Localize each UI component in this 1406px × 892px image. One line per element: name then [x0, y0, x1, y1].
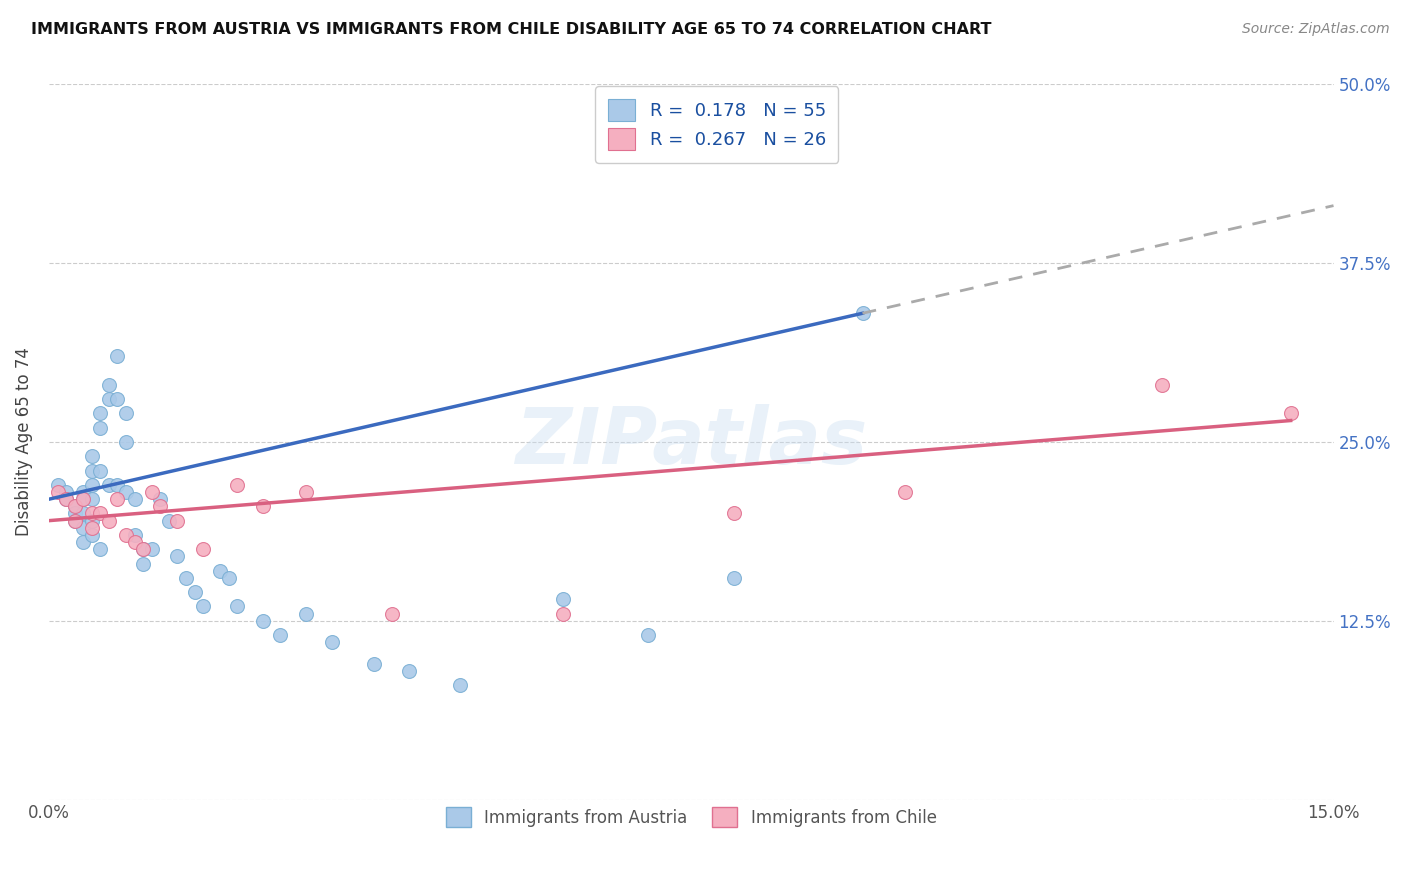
Point: [46, 485, 69, 500]
Point: [89, 420, 111, 434]
Point: [72, 492, 94, 507]
Point: [321, 635, 343, 649]
Point: [166, 549, 188, 564]
Point: [1152, 377, 1174, 392]
Point: [80, 507, 103, 521]
Point: [115, 485, 138, 500]
Point: [209, 564, 232, 578]
Point: [637, 628, 659, 642]
Point: [723, 571, 745, 585]
Point: [191, 542, 214, 557]
Point: [218, 571, 240, 585]
Point: [115, 406, 138, 420]
Point: [851, 306, 873, 320]
Point: [63, 500, 86, 514]
Point: [115, 434, 138, 449]
Point: [89, 406, 111, 420]
Point: [363, 657, 385, 671]
Point: [107, 349, 129, 363]
Point: [295, 485, 318, 500]
Point: [63, 500, 86, 514]
Point: [141, 542, 163, 557]
Point: [124, 492, 146, 507]
Point: [183, 585, 205, 599]
Point: [55, 492, 77, 507]
Point: [132, 542, 155, 557]
Point: [380, 607, 402, 621]
Point: [226, 599, 249, 614]
Point: [723, 507, 745, 521]
Point: [124, 528, 146, 542]
Text: IMMIGRANTS FROM AUSTRIA VS IMMIGRANTS FROM CHILE DISABILITY AGE 65 TO 74 CORRELA: IMMIGRANTS FROM AUSTRIA VS IMMIGRANTS FR…: [31, 22, 991, 37]
Point: [97, 478, 120, 492]
Point: [107, 492, 129, 507]
Text: ZIPatlas: ZIPatlas: [515, 404, 868, 480]
Point: [226, 478, 249, 492]
Point: [97, 377, 120, 392]
Point: [132, 542, 155, 557]
Text: Source: ZipAtlas.com: Source: ZipAtlas.com: [1241, 22, 1389, 37]
Point: [191, 599, 214, 614]
Point: [80, 521, 103, 535]
Point: [63, 514, 86, 528]
Point: [55, 492, 77, 507]
Point: [72, 492, 94, 507]
Point: [80, 464, 103, 478]
Legend: Immigrants from Austria, Immigrants from Chile: Immigrants from Austria, Immigrants from…: [439, 800, 943, 834]
Point: [80, 450, 103, 464]
Point: [63, 514, 86, 528]
Point: [72, 485, 94, 500]
Point: [295, 607, 318, 621]
Point: [80, 528, 103, 542]
Point: [89, 542, 111, 557]
Point: [89, 464, 111, 478]
Point: [174, 571, 197, 585]
Point: [55, 485, 77, 500]
Point: [80, 514, 103, 528]
Point: [46, 478, 69, 492]
Point: [107, 478, 129, 492]
Point: [157, 514, 180, 528]
Point: [149, 492, 172, 507]
Point: [124, 535, 146, 549]
Point: [398, 664, 420, 678]
Point: [80, 492, 103, 507]
Point: [252, 500, 274, 514]
Point: [141, 485, 163, 500]
Y-axis label: Disability Age 65 to 74: Disability Age 65 to 74: [15, 348, 32, 536]
Point: [63, 507, 86, 521]
Point: [89, 507, 111, 521]
Point: [551, 607, 574, 621]
Point: [107, 392, 129, 406]
Point: [166, 514, 188, 528]
Point: [551, 592, 574, 607]
Point: [97, 392, 120, 406]
Point: [269, 628, 291, 642]
Point: [72, 535, 94, 549]
Point: [149, 500, 172, 514]
Point: [894, 485, 917, 500]
Point: [72, 507, 94, 521]
Point: [1279, 406, 1302, 420]
Point: [132, 557, 155, 571]
Point: [115, 528, 138, 542]
Point: [97, 514, 120, 528]
Point: [72, 521, 94, 535]
Point: [80, 478, 103, 492]
Point: [252, 614, 274, 628]
Point: [449, 678, 471, 692]
